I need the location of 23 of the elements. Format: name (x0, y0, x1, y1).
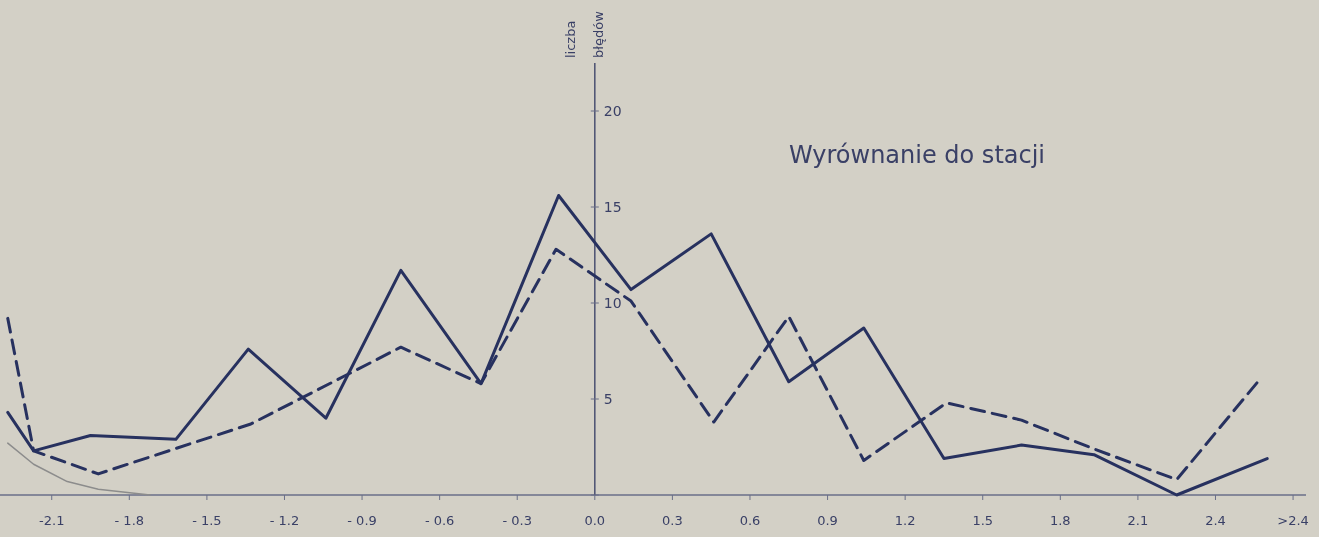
x-tick-label: -2.1 (39, 513, 65, 528)
x-tick-label: 0.0 (584, 513, 606, 528)
x-tick-label: - 0.9 (347, 513, 377, 528)
y-axis-title: liczba błędów (562, 10, 606, 58)
x-tick-label: 2.1 (1127, 513, 1149, 528)
x-tick-label: 0.3 (662, 513, 683, 528)
x-tick-label: 0.6 (739, 513, 761, 528)
y-tick-label: 20 (603, 103, 622, 119)
x-tick-label: - 1.2 (269, 513, 300, 528)
x-tick-label: 1.8 (1049, 513, 1071, 528)
x-tick-label: >2.4 (1277, 513, 1309, 528)
y-tick-label: 5 (603, 391, 613, 407)
x-tick-label: 1.5 (972, 513, 994, 528)
x-tick-label: - 1.5 (192, 513, 222, 528)
x-tick-label: - 0.6 (424, 513, 455, 528)
x-tick-label: 0.9 (817, 513, 838, 528)
x-tick-label: 1.2 (894, 513, 916, 528)
x-tick-label: 2.4 (1205, 513, 1226, 528)
y-tick-label: 15 (603, 199, 622, 215)
text: Wyrównanie do stacji (788, 141, 1046, 169)
x-tick-label: - 1.8 (114, 513, 145, 528)
y-tick-label: 10 (603, 295, 622, 311)
x-tick-label: - 0.3 (502, 513, 532, 528)
